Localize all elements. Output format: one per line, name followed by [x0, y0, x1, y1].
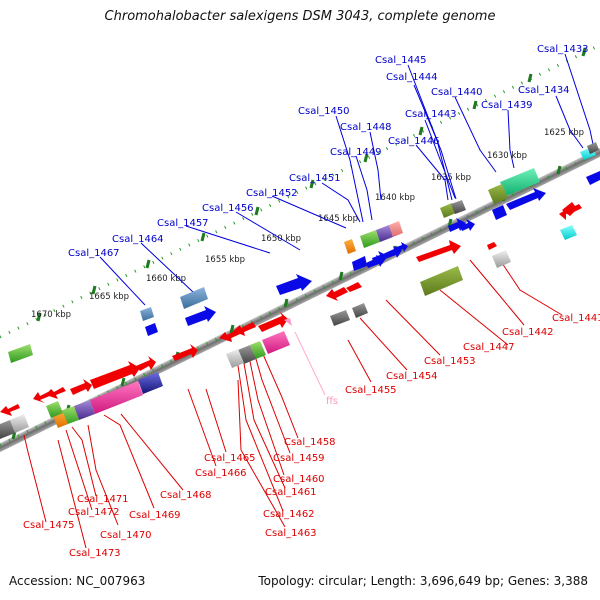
gene-label-reverse: Csal_1462 [263, 509, 315, 520]
gene-label-forward: Csal_1444 [386, 72, 438, 83]
ffs-label: ffs [326, 396, 338, 407]
gene-label-reverse: Csal_1459 [273, 453, 325, 464]
gene-label-forward: Csal_1449 [330, 147, 382, 158]
gene-label-reverse: Csal_1460 [273, 474, 325, 485]
gene-label-reverse: Csal_1468 [160, 490, 212, 501]
gene-label-forward: Csal_1450 [298, 106, 350, 117]
gene-label-reverse: Csal_1475 [23, 520, 75, 531]
gene-label-forward: Csal_1434 [518, 85, 570, 96]
gene-label-forward: Csal_1440 [431, 87, 483, 98]
gene-label-reverse: Csal_1472 [68, 507, 120, 518]
kbp-labels: 1625 kbp 1630 kbp 1635 kbp 1640 kbp 1645… [31, 128, 584, 320]
gene-label-reverse: Csal_1469 [129, 510, 181, 521]
gene-label-forward: Csal_1467 [68, 248, 120, 259]
kbp-label: 1630 kbp [487, 151, 527, 161]
gene-label-forward: Csal_1443 [405, 109, 457, 120]
forward-feature-bars [8, 142, 599, 363]
gene-label-reverse: Csal_1466 [195, 468, 247, 479]
kbp-label: 1640 kbp [375, 193, 415, 203]
topology-text: Topology: circular; Length: 3,696,649 bp… [258, 574, 588, 588]
gene-label-reverse: Csal_1458 [284, 437, 336, 448]
kbp-label: 1635 kbp [431, 173, 471, 183]
kbp-label: 1655 kbp [205, 255, 245, 265]
gene-label-reverse: Csal_1463 [265, 528, 317, 539]
gene-label-reverse: Csal_1442 [502, 327, 554, 338]
gene-label-forward: Csal_1445 [375, 55, 427, 66]
gene-label-forward: Csal_1439 [481, 100, 533, 111]
gene-label-reverse: Csal_1465 [204, 453, 256, 464]
ffs-feature [284, 318, 292, 326]
gene-label-forward: Csal_1446 [388, 136, 440, 147]
kbp-label: 1645 kbp [318, 214, 358, 224]
kbp-label: 1660 kbp [146, 274, 186, 284]
gene-label-forward: Csal_1448 [340, 122, 392, 133]
gene-label-reverse: Csal_1461 [265, 487, 317, 498]
gene-label-reverse: Csal_1455 [345, 385, 397, 396]
gene-label-forward: Csal_1456 [202, 203, 254, 214]
gene-label-forward: Csal_1464 [112, 234, 164, 245]
gene-label-forward: Csal_1457 [157, 218, 209, 229]
gene-label-reverse: Csal_1447 [463, 342, 515, 353]
forward-gene-arrows [145, 171, 600, 336]
gene-label-forward: Csal_1452 [246, 188, 298, 199]
gene-label-forward: Csal_1433 [537, 44, 589, 55]
gene-label-forward: Csal_1451 [289, 173, 341, 184]
kbp-label: 1670 kbp [31, 310, 71, 320]
kbp-label: 1665 kbp [89, 292, 129, 302]
gene-label-reverse: Csal_1470 [100, 530, 152, 541]
gene-label-reverse: Csal_1453 [424, 356, 476, 367]
kbp-label: 1625 kbp [544, 128, 584, 138]
accession-text: Accession: NC_007963 [9, 574, 146, 588]
reverse-leader-lines [23, 259, 563, 549]
gene-label-reverse: Csal_1454 [386, 371, 438, 382]
gene-label-reverse: Csal_1473 [69, 548, 121, 559]
map-title: Chromohalobacter salexigens DSM 3043, co… [104, 9, 496, 24]
forward-leader-lines [99, 53, 595, 306]
reverse-feature-bars [0, 225, 577, 439]
gene-label-reverse: Csal_1471 [77, 494, 129, 505]
reverse-gene-arrows [0, 202, 582, 416]
gene-label-reverse: Csal_1441 [552, 313, 600, 324]
